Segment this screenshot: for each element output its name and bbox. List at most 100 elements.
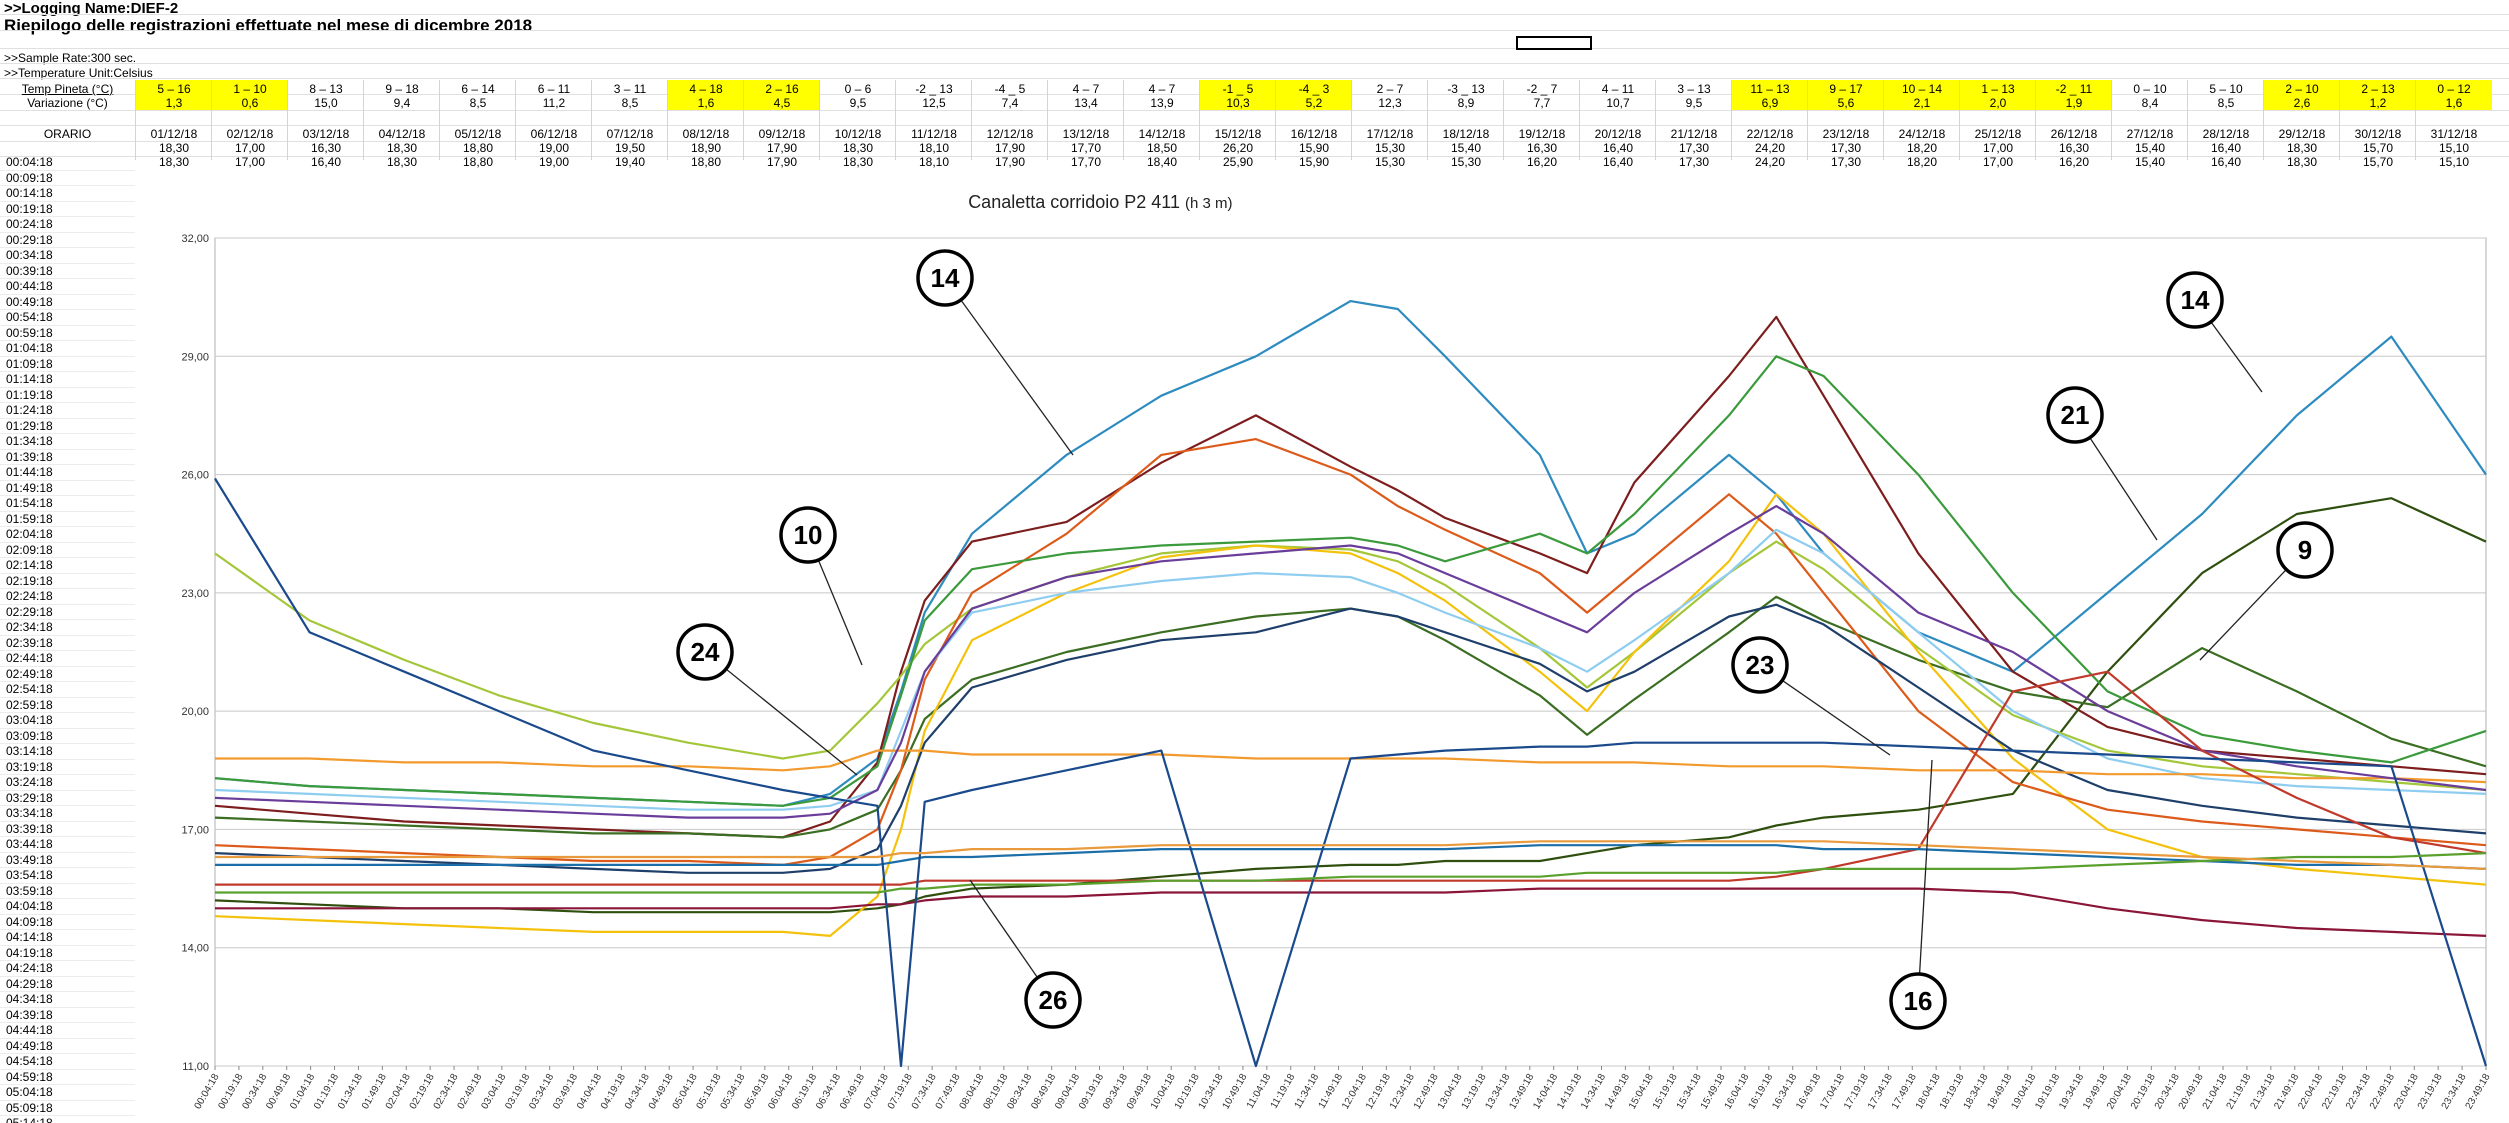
day-value-2[interactable]: 18,10 bbox=[918, 155, 950, 169]
time-cell[interactable]: 00:54:18 bbox=[0, 310, 135, 326]
day-temp-range[interactable]: -2 _ 13 bbox=[915, 82, 953, 96]
day-value-2[interactable]: 15,70 bbox=[2362, 155, 2394, 169]
day-variation[interactable]: 11,2 bbox=[542, 96, 566, 110]
time-cell[interactable]: 01:44:18 bbox=[0, 465, 135, 481]
day-variation[interactable]: 6,9 bbox=[1761, 96, 1779, 110]
day-variation[interactable]: 9,5 bbox=[849, 96, 867, 110]
day-value-1[interactable]: 18,80 bbox=[462, 141, 494, 155]
day-variation[interactable]: 8,5 bbox=[469, 96, 487, 110]
day-value-2[interactable]: 17,90 bbox=[766, 155, 798, 169]
day-date[interactable]: 30/12/18 bbox=[2354, 127, 2402, 141]
day-value-2[interactable]: 17,70 bbox=[1070, 155, 1102, 169]
day-variation[interactable]: 1,2 bbox=[2369, 96, 2387, 110]
day-value-2[interactable]: 19,00 bbox=[538, 155, 570, 169]
day-value-2[interactable]: 15,30 bbox=[1450, 155, 1482, 169]
day-value-1[interactable]: 15,40 bbox=[2134, 141, 2166, 155]
day-value-1[interactable]: 18,20 bbox=[1906, 141, 1938, 155]
time-cell[interactable]: 03:24:18 bbox=[0, 775, 135, 791]
day-value-2[interactable]: 16,20 bbox=[2058, 155, 2090, 169]
day-variation[interactable]: 1,6 bbox=[2445, 96, 2463, 110]
day-temp-range[interactable]: -4 _ 5 bbox=[994, 82, 1026, 96]
time-cell[interactable]: 04:19:18 bbox=[0, 946, 135, 961]
day-value-2[interactable]: 16,40 bbox=[2210, 155, 2242, 169]
time-cell[interactable]: 01:34:18 bbox=[0, 434, 135, 450]
time-cell[interactable]: 01:29:18 bbox=[0, 419, 135, 434]
day-variation[interactable]: 15,0 bbox=[314, 96, 338, 110]
day-value-1[interactable]: 18,30 bbox=[2286, 141, 2318, 155]
day-value-1[interactable]: 19,00 bbox=[538, 141, 570, 155]
day-date[interactable]: 08/12/18 bbox=[682, 127, 730, 141]
day-temp-range[interactable]: 10 – 14 bbox=[1901, 82, 1943, 96]
day-temp-range[interactable]: 2 – 10 bbox=[2285, 82, 2319, 96]
day-value-2[interactable]: 17,30 bbox=[1830, 155, 1862, 169]
time-cell[interactable]: 03:39:18 bbox=[0, 822, 135, 837]
day-temp-range[interactable]: 3 – 11 bbox=[613, 82, 647, 96]
day-value-1[interactable]: 16,40 bbox=[2210, 141, 2242, 155]
day-temp-range[interactable]: 11 – 13 bbox=[1750, 82, 1790, 96]
day-temp-range[interactable]: 0 – 6 bbox=[844, 82, 872, 96]
day-value-1[interactable]: 18,90 bbox=[690, 141, 722, 155]
day-date[interactable]: 24/12/18 bbox=[1898, 127, 1946, 141]
day-date[interactable]: 13/12/18 bbox=[1062, 127, 1110, 141]
time-cell[interactable]: 01:59:18 bbox=[0, 512, 135, 527]
time-cell[interactable]: 02:59:18 bbox=[0, 698, 135, 713]
day-value-1[interactable]: 18,30 bbox=[842, 141, 874, 155]
day-date[interactable]: 20/12/18 bbox=[1594, 127, 1642, 141]
time-cell[interactable]: 04:29:18 bbox=[0, 977, 135, 992]
time-cell[interactable]: 01:49:18 bbox=[0, 481, 135, 496]
day-value-2[interactable]: 19,40 bbox=[614, 155, 646, 169]
day-date[interactable]: 02/12/18 bbox=[226, 127, 274, 141]
day-date[interactable]: 09/12/18 bbox=[758, 127, 806, 141]
time-cell[interactable]: 04:39:18 bbox=[0, 1008, 135, 1023]
day-value-1[interactable]: 16,30 bbox=[2058, 141, 2090, 155]
time-cell[interactable]: 01:04:18 bbox=[0, 341, 135, 357]
time-cell[interactable]: 00:29:18 bbox=[0, 233, 135, 248]
time-cell[interactable]: 00:24:18 bbox=[0, 217, 135, 233]
day-temp-range[interactable]: 2 – 7 bbox=[1376, 82, 1404, 96]
day-value-2[interactable]: 16,40 bbox=[310, 155, 342, 169]
day-value-2[interactable]: 15,30 bbox=[1374, 155, 1406, 169]
time-cell[interactable]: 02:54:18 bbox=[0, 682, 135, 698]
day-temp-range[interactable]: 9 – 17 bbox=[1829, 82, 1863, 96]
day-variation[interactable]: 1,3 bbox=[165, 96, 183, 110]
day-variation[interactable]: 9,5 bbox=[1685, 96, 1703, 110]
day-value-1[interactable]: 17,90 bbox=[766, 141, 798, 155]
day-value-2[interactable]: 24,20 bbox=[1754, 155, 1786, 169]
time-cell[interactable]: 02:09:18 bbox=[0, 543, 135, 558]
day-temp-range[interactable]: -4 _ 3 bbox=[1298, 82, 1330, 96]
time-cell[interactable]: 01:09:18 bbox=[0, 357, 135, 372]
day-temp-range[interactable]: -1 _ 5 bbox=[1222, 82, 1254, 96]
time-cell[interactable]: 04:59:18 bbox=[0, 1070, 135, 1085]
day-temp-range[interactable]: 3 – 13 bbox=[1677, 82, 1711, 96]
day-value-1[interactable]: 15,90 bbox=[1298, 141, 1330, 155]
time-cell[interactable]: 02:44:18 bbox=[0, 651, 135, 667]
time-cell[interactable]: 04:34:18 bbox=[0, 992, 135, 1008]
time-cell[interactable]: 03:29:18 bbox=[0, 791, 135, 806]
day-value-2[interactable]: 18,80 bbox=[690, 155, 722, 169]
time-cell[interactable]: 01:24:18 bbox=[0, 403, 135, 419]
day-variation[interactable]: 13,9 bbox=[1150, 96, 1174, 110]
day-date[interactable]: 05/12/18 bbox=[454, 127, 502, 141]
day-variation[interactable]: 8,4 bbox=[2141, 96, 2159, 110]
day-date[interactable]: 11/12/18 bbox=[911, 127, 957, 141]
day-temp-range[interactable]: 1 – 13 bbox=[1981, 82, 2015, 96]
day-variation[interactable]: 5,2 bbox=[1305, 96, 1323, 110]
time-cell[interactable]: 04:04:18 bbox=[0, 899, 135, 915]
time-cell[interactable]: 04:09:18 bbox=[0, 915, 135, 930]
day-value-2[interactable]: 15,90 bbox=[1298, 155, 1330, 169]
day-date[interactable]: 28/12/18 bbox=[2202, 127, 2250, 141]
day-value-2[interactable]: 25,90 bbox=[1222, 155, 1254, 169]
time-cell[interactable]: 00:09:18 bbox=[0, 171, 135, 186]
time-cell[interactable]: 04:44:18 bbox=[0, 1023, 135, 1039]
day-value-1[interactable]: 15,10 bbox=[2438, 141, 2470, 155]
day-value-1[interactable]: 17,90 bbox=[994, 141, 1026, 155]
day-date[interactable]: 16/12/18 bbox=[1290, 127, 1338, 141]
time-cell[interactable]: 02:24:18 bbox=[0, 589, 135, 605]
day-variation[interactable]: 8,9 bbox=[1457, 96, 1475, 110]
day-value-1[interactable]: 15,70 bbox=[2362, 141, 2394, 155]
day-value-2[interactable]: 17,00 bbox=[234, 155, 266, 169]
day-date[interactable]: 22/12/18 bbox=[1746, 127, 1794, 141]
day-variation[interactable]: 13,4 bbox=[1074, 96, 1098, 110]
day-value-2[interactable]: 18,30 bbox=[386, 155, 418, 169]
day-date[interactable]: 18/12/18 bbox=[1442, 127, 1490, 141]
